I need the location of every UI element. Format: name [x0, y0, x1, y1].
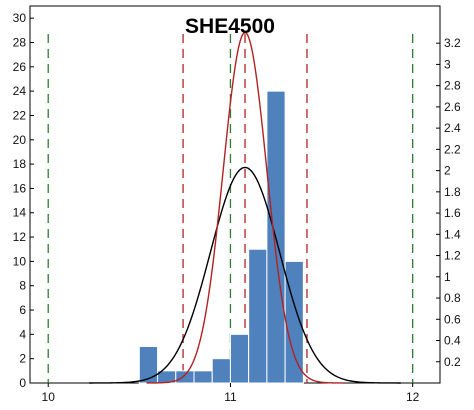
right-axis-tick-label: 0.6	[444, 312, 461, 326]
right-axis-tick-label: 0.4	[444, 334, 461, 348]
right-axis-tick-label: 2	[444, 164, 451, 178]
right-axis-tick-label: 2.6	[444, 100, 461, 114]
histogram-bar	[211, 358, 231, 384]
x-axis-tick-label: 10	[42, 390, 56, 404]
right-axis-tick-label: 1.8	[444, 185, 461, 199]
left-axis-tick-label: 12	[13, 230, 27, 244]
left-axis-tick-label: 2	[19, 352, 26, 366]
right-axis-tick-label: 2.8	[444, 79, 461, 93]
histogram-bar	[175, 370, 195, 384]
x-axis: 10 11 12	[42, 383, 420, 404]
left-axis-tick-label: 28	[13, 35, 27, 49]
left-axis-tick-label: 26	[13, 60, 27, 74]
left-axis-tick-label: 18	[13, 157, 27, 171]
density-curve	[146, 31, 344, 384]
left-axis-tick-label: 14	[13, 206, 27, 220]
right-axis-tick-label: 2.2	[444, 142, 461, 156]
right-axis-tick-label: 2.4	[444, 121, 461, 135]
right-axis-tick-label: 1	[444, 270, 451, 284]
density-curves	[89, 31, 401, 384]
left-axis-tick-label: 20	[13, 133, 27, 147]
right-axis-tick-label: 1.6	[444, 206, 461, 220]
x-axis-tick-label: 12	[406, 390, 420, 404]
left-axis-tick-label: 22	[13, 108, 27, 122]
right-axis-tick-label: 0.8	[444, 291, 461, 305]
right-axis-tick-label: 0.2	[444, 355, 461, 369]
right-y-axis: 0.2 0.4 0.6 0.8 1 1.2 1.4 1.6 1.8 2 2.2 2.4 2.6 2.8 3 3…	[436, 36, 461, 369]
histogram-bar	[138, 346, 159, 384]
left-axis-tick-label: 6	[19, 303, 26, 317]
right-axis-tick-label: 3	[444, 57, 451, 71]
x-axis-tick-label: 11	[224, 390, 237, 404]
left-axis-tick-label: 8	[19, 279, 26, 293]
reference-lines	[47, 34, 414, 383]
plot-frame	[29, 5, 441, 384]
density-curve	[89, 166, 401, 384]
left-axis-tick-label: 30	[13, 11, 27, 25]
left-axis-tick-label: 24	[13, 84, 27, 98]
left-axis-tick-label: 0	[19, 376, 26, 390]
histogram-bar	[229, 333, 250, 384]
right-axis-tick-label: 1.4	[444, 227, 461, 241]
left-axis-tick-label: 4	[19, 327, 26, 341]
histogram-bar	[248, 248, 268, 384]
right-axis-tick-label: 3.2	[444, 36, 461, 50]
histogram-bar	[284, 260, 304, 384]
left-axis-tick-label: 10	[13, 254, 27, 268]
chart-title: SHE4500	[185, 15, 275, 38]
right-axis-tick-label: 1.2	[444, 249, 461, 263]
histogram-bar	[193, 370, 213, 384]
left-axis-tick-label: 16	[13, 181, 27, 195]
